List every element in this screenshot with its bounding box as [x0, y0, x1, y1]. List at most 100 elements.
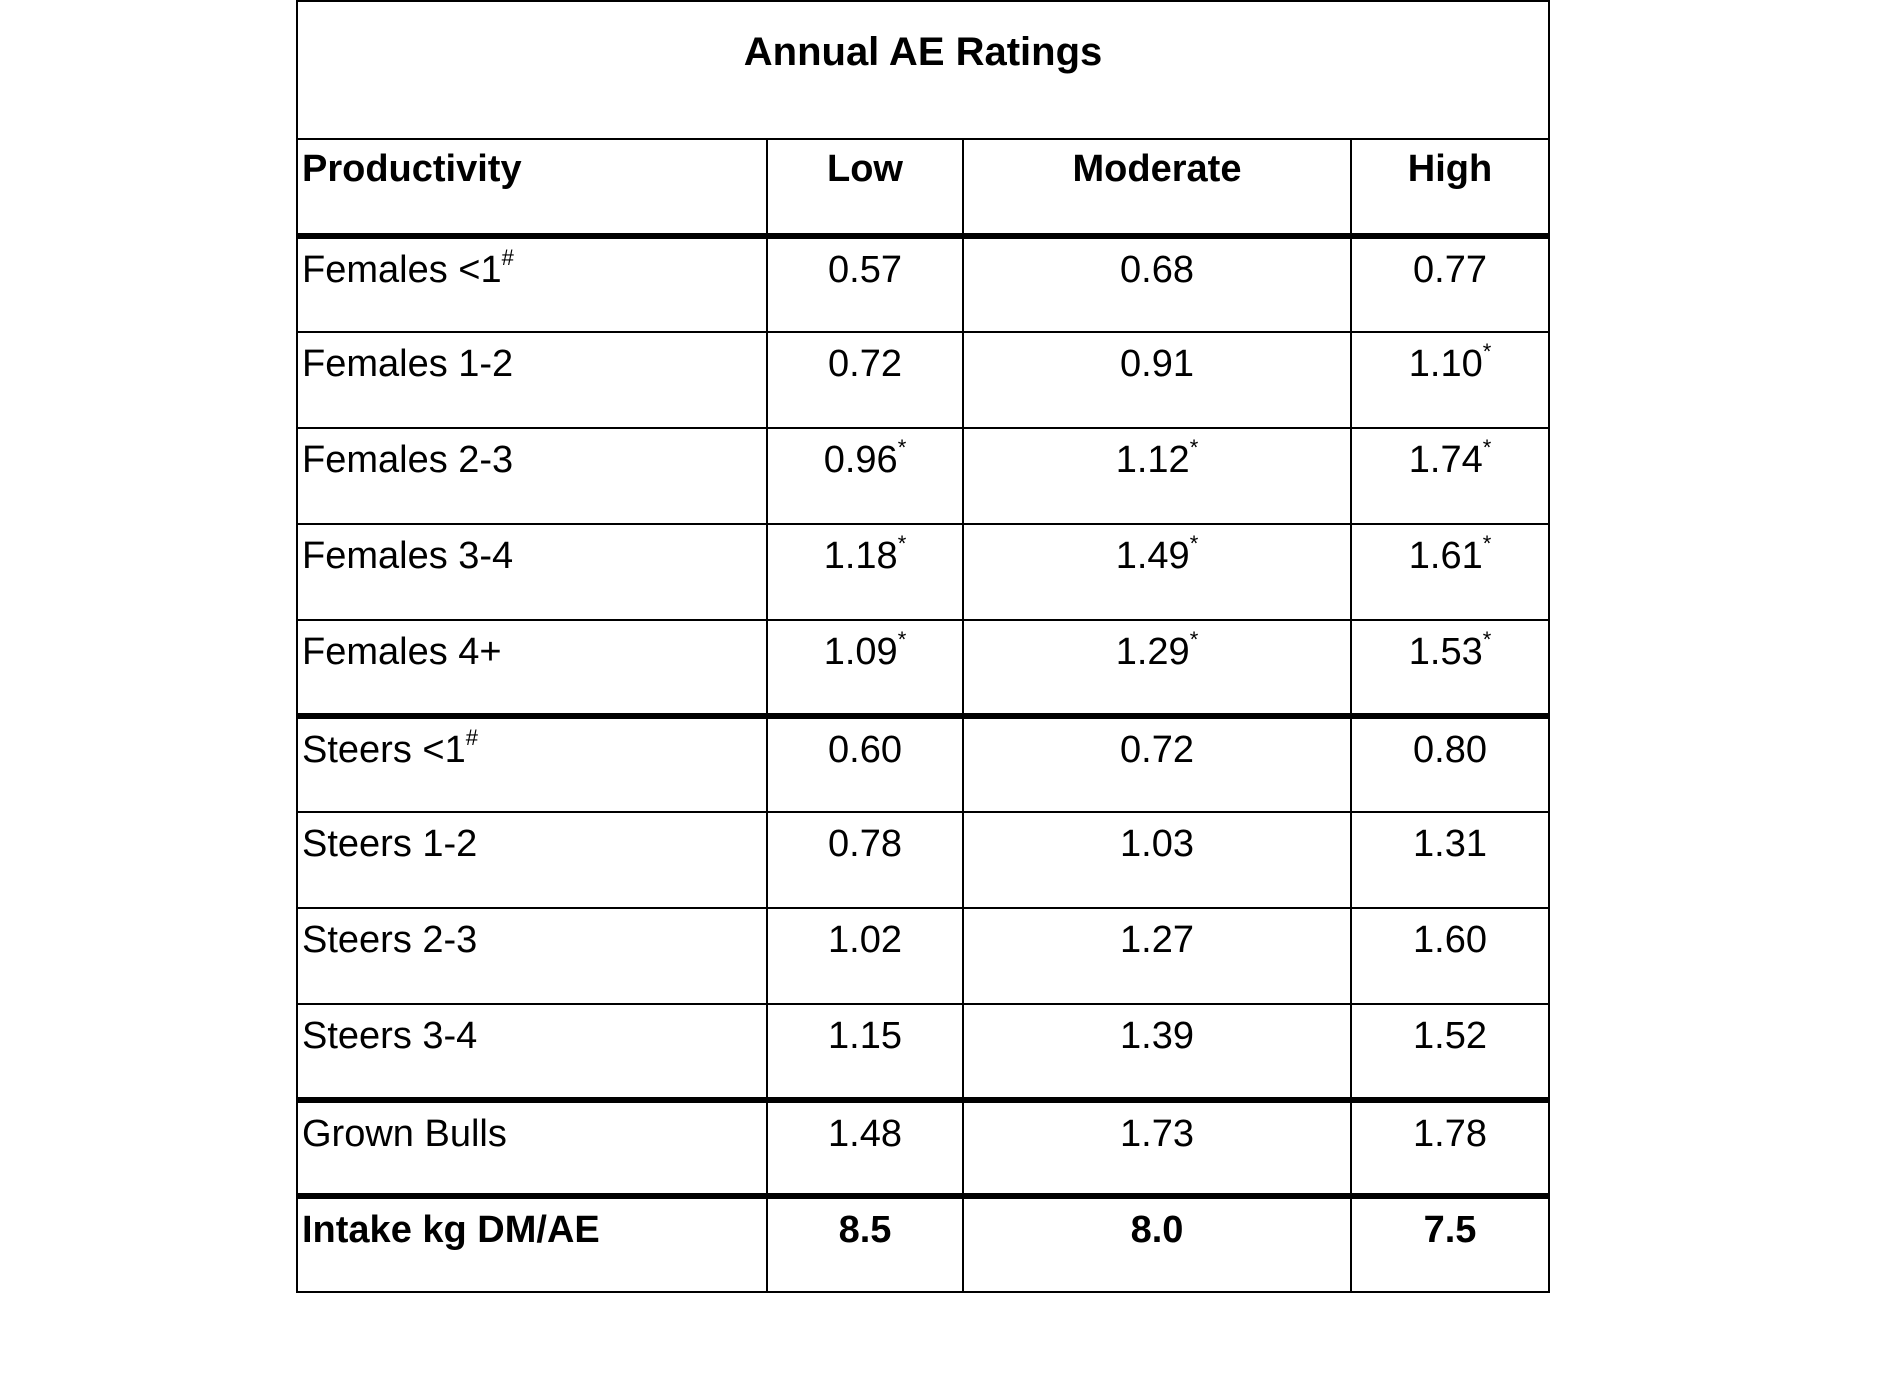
footnote-mark: * — [897, 531, 907, 556]
cell-text: 1.12 — [1115, 439, 1190, 481]
cell-text: 1.09 — [823, 631, 898, 673]
cell-moderate: 1.27 — [962, 907, 1352, 1005]
cell-text: Steers 2-3 — [302, 919, 478, 961]
cell-text: 1.31 — [1413, 823, 1487, 865]
table-title: Annual AE Ratings — [295, 0, 1551, 140]
cell-moderate: 0.72 — [962, 713, 1352, 813]
cell-text: Females 2-3 — [302, 439, 514, 481]
footnote-mark: * — [1482, 627, 1492, 652]
cell-text: Females <1 — [302, 249, 502, 291]
cell-moderate: 0.91 — [962, 331, 1352, 429]
table-row: Females 3-4 1.18* 1.49* 1.61* — [296, 523, 1551, 621]
cell-high: 1.53* — [1349, 619, 1551, 717]
cell-text: Grown Bulls — [302, 1113, 507, 1155]
cell-moderate: 1.49* — [962, 523, 1352, 621]
cell-text: 0.72 — [1120, 729, 1194, 771]
cell-text: Intake kg DM/AE — [302, 1209, 600, 1251]
cell-moderate: 1.29* — [962, 619, 1352, 717]
row-label: Females 1-2 — [296, 331, 768, 429]
cell-high: 0.77 — [1349, 233, 1551, 333]
cell-low: 1.02 — [766, 907, 964, 1005]
cell-moderate: 1.03 — [962, 811, 1352, 909]
cell-text: 1.49 — [1115, 535, 1190, 577]
footnote-mark: * — [1189, 435, 1199, 460]
cell-high: 1.78 — [1349, 1097, 1551, 1197]
cell-text: 1.02 — [828, 919, 902, 961]
table-row: Steers <1# 0.60 0.72 0.80 — [296, 713, 1551, 813]
cell-high: 1.74* — [1349, 427, 1551, 525]
cell-high: 1.31 — [1349, 811, 1551, 909]
column-header-low: Low — [766, 138, 964, 237]
cell-text: 0.80 — [1413, 729, 1487, 771]
ae-ratings-table: Annual AE Ratings Productivity Low Moder… — [295, 0, 1551, 1293]
cell-low: 0.78 — [766, 811, 964, 909]
cell-text: 0.91 — [1120, 343, 1194, 385]
cell-moderate: 8.0 — [962, 1193, 1352, 1293]
cell-moderate: 1.12* — [962, 427, 1352, 525]
cell-text: Steers <1 — [302, 729, 466, 771]
cell-text: Steers 1-2 — [302, 823, 478, 865]
cell-text: 7.5 — [1423, 1209, 1477, 1251]
cell-text: 0.78 — [828, 823, 902, 865]
footnote-mark: * — [1189, 627, 1199, 652]
row-label: Intake kg DM/AE — [296, 1193, 768, 1293]
cell-text: Females 4+ — [302, 631, 502, 673]
footnote-mark: * — [897, 435, 907, 460]
cell-low: 1.09* — [766, 619, 964, 717]
table-row: Grown Bulls 1.48 1.73 1.78 — [296, 1097, 1551, 1197]
cell-text: 1.73 — [1120, 1113, 1194, 1155]
cell-text: Steers 3-4 — [302, 1015, 478, 1057]
cell-moderate: 1.73 — [962, 1097, 1352, 1197]
cell-text: Females 3-4 — [302, 535, 514, 577]
row-label: Females 4+ — [296, 619, 768, 717]
row-label: Steers 2-3 — [296, 907, 768, 1005]
row-label: Females <1# — [296, 233, 768, 333]
cell-text: 1.10 — [1408, 343, 1483, 385]
cell-text: 0.57 — [828, 249, 902, 291]
footnote-mark: * — [1482, 531, 1492, 556]
cell-text: 1.27 — [1120, 919, 1194, 961]
row-label: Steers <1# — [296, 713, 768, 813]
footnote-mark: * — [1482, 435, 1492, 460]
cell-text: 1.60 — [1413, 919, 1487, 961]
cell-text: 0.77 — [1413, 249, 1487, 291]
cell-text: 1.61 — [1408, 535, 1483, 577]
row-label: Steers 1-2 — [296, 811, 768, 909]
cell-text: 1.03 — [1120, 823, 1194, 865]
footnote-mark: * — [1189, 531, 1199, 556]
cell-low: 1.15 — [766, 1003, 964, 1101]
footnote-mark: # — [465, 725, 478, 750]
cell-low: 1.48 — [766, 1097, 964, 1197]
cell-high: 7.5 — [1349, 1193, 1551, 1293]
table-row: Intake kg DM/AE 8.5 8.0 7.5 — [296, 1193, 1551, 1293]
footnote-mark: # — [501, 245, 514, 270]
cell-moderate: 1.39 — [962, 1003, 1352, 1101]
cell-text: 8.5 — [838, 1209, 892, 1251]
table-row: Females 2-3 0.96* 1.12* 1.74* — [296, 427, 1551, 525]
table-row: Steers 3-4 1.15 1.39 1.52 — [296, 1003, 1551, 1101]
cell-text: 1.18 — [823, 535, 898, 577]
column-header-moderate: Moderate — [962, 138, 1352, 237]
cell-high: 1.61* — [1349, 523, 1551, 621]
row-label: Females 3-4 — [296, 523, 768, 621]
cell-text: 0.96 — [823, 439, 898, 481]
cell-text: 8.0 — [1130, 1209, 1184, 1251]
table-row: Females 1-2 0.72 0.91 1.10* — [296, 331, 1551, 429]
column-header-productivity: Productivity — [296, 138, 768, 237]
footnote-mark: * — [1482, 339, 1492, 364]
cell-text: 1.48 — [828, 1113, 902, 1155]
table-row: Females 4+ 1.09* 1.29* 1.53* — [296, 619, 1551, 717]
cell-text: Females 1-2 — [302, 343, 514, 385]
table-row: Steers 1-2 0.78 1.03 1.31 — [296, 811, 1551, 909]
cell-low: 0.96* — [766, 427, 964, 525]
cell-low: 8.5 — [766, 1193, 964, 1293]
table-row: Steers 2-3 1.02 1.27 1.60 — [296, 907, 1551, 1005]
row-label: Steers 3-4 — [296, 1003, 768, 1101]
cell-text: 1.53 — [1408, 631, 1483, 673]
cell-text: 0.72 — [828, 343, 902, 385]
cell-low: 1.18* — [766, 523, 964, 621]
footnote-mark: * — [897, 627, 907, 652]
table-row: Females <1# 0.57 0.68 0.77 — [296, 233, 1551, 333]
cell-high: 0.80 — [1349, 713, 1551, 813]
cell-text: 1.52 — [1413, 1015, 1487, 1057]
